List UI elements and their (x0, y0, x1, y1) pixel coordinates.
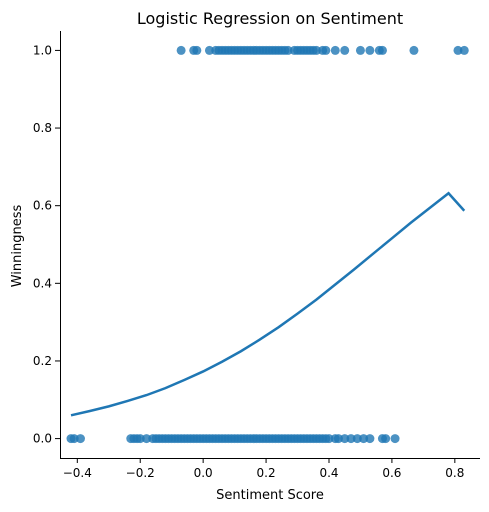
scatter-point-68 (346, 434, 356, 444)
scatter-point-78 (204, 45, 214, 55)
scatter-point-67 (340, 434, 350, 444)
scatter-point-102 (283, 45, 293, 55)
scatter-point-110 (311, 45, 321, 55)
y-tick-label: 0.4 (33, 276, 52, 290)
scatter-point-74 (390, 434, 400, 444)
scatter-point-113 (330, 45, 340, 55)
scatter-point-1 (69, 434, 79, 444)
y-tick-label: 0.6 (33, 199, 52, 213)
scatter-point-7 (142, 434, 152, 444)
scatter-point-73 (381, 434, 391, 444)
scatter-point-75 (176, 45, 186, 55)
scatter-point-120 (453, 45, 463, 55)
y-ticks: 0.0 0.2 0.4 0.6 0.8 1.0 (33, 43, 60, 446)
x-tick-label: 0.0 (194, 466, 213, 480)
scatter-point-114 (340, 45, 350, 55)
scatter-point-66 (333, 434, 343, 444)
scatter-point-2 (75, 434, 85, 444)
scatter-point-69 (352, 434, 362, 444)
scatter-point-119 (409, 45, 419, 55)
scatter-point-112 (321, 45, 331, 55)
x-tick-label: −0.2 (126, 466, 155, 480)
y-tick-label: 0.0 (33, 432, 52, 446)
scatter-point-64 (324, 434, 334, 444)
regression-line (70, 191, 466, 417)
x-tick-label: 0.4 (319, 466, 338, 480)
x-axis-label: Sentiment Score (216, 488, 324, 503)
x-tick-label: 0.8 (445, 466, 464, 480)
scatter-point-70 (359, 434, 369, 444)
y-tick-label: 1.0 (33, 43, 52, 57)
y-tick-label: 0.2 (33, 354, 52, 368)
y-axis-label: Winningness (10, 205, 25, 288)
x-ticks: −0.4 −0.2 0.0 0.2 0.4 0.6 0.8 (63, 458, 464, 480)
scatter-point-77 (192, 45, 202, 55)
x-tick-label: 0.2 (257, 466, 276, 480)
plot-area (66, 45, 469, 444)
scatter-point-121 (459, 45, 469, 55)
x-tick-label: −0.4 (63, 466, 92, 480)
scatter-point-115 (355, 45, 365, 55)
y-tick-label: 0.8 (33, 121, 52, 135)
scatter-point-118 (377, 45, 387, 55)
scatter-point-71 (365, 434, 375, 444)
chart-title: Logistic Regression on Sentiment (137, 9, 403, 28)
scatter-point-6 (135, 434, 145, 444)
x-tick-label: 0.6 (382, 466, 401, 480)
scatter-point-116 (365, 45, 375, 55)
